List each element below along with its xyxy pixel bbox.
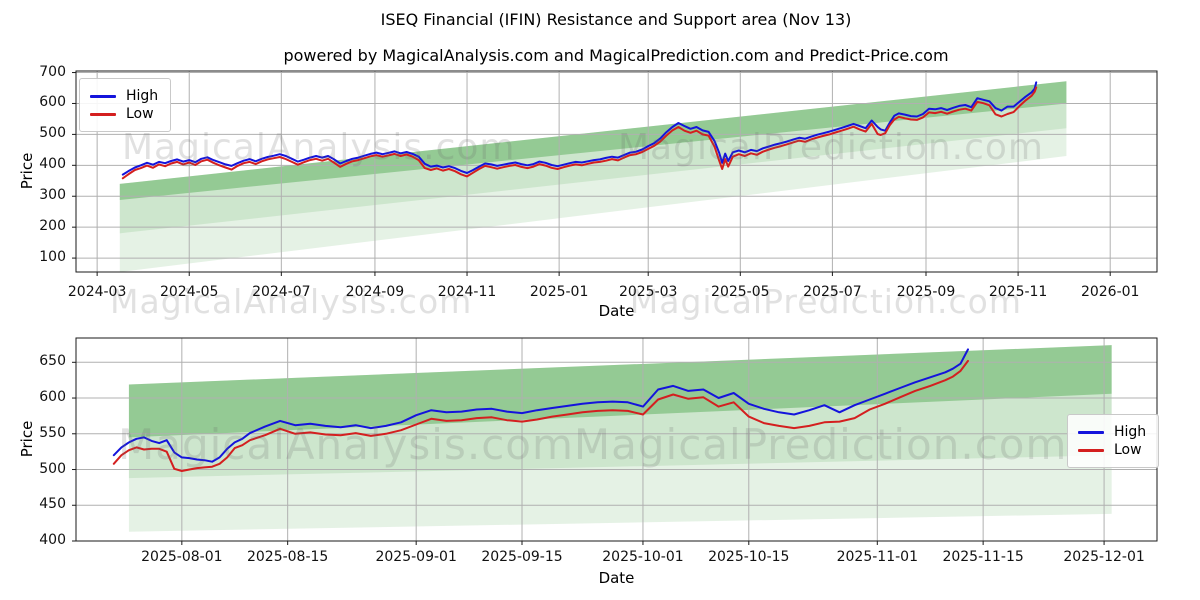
legend-entry-low: Low — [1078, 443, 1146, 457]
x-tick-label: 2025-10-15 — [708, 549, 790, 565]
legend-low-label: Low — [126, 106, 154, 122]
y-tick-label: 400 — [39, 156, 66, 173]
high-line-swatch-icon — [90, 94, 116, 98]
powered-by-subtitle: powered by MagicalAnalysis.com and Magic… — [283, 46, 949, 65]
x-tick-label: 2026-01 — [1080, 284, 1140, 300]
legend-high-label: High — [1114, 424, 1147, 440]
x-axis-label-bottom: Date — [598, 569, 635, 587]
y-tick-label: 200 — [39, 218, 66, 235]
high-line-swatch-icon — [1078, 430, 1104, 434]
plot-area-recent-zoom — [76, 338, 1157, 541]
low-series-line — [112, 359, 969, 472]
x-tick-label: 2024-03 — [67, 284, 127, 300]
x-tick-label: 2025-09-01 — [375, 549, 457, 565]
y-tick-label: 650 — [39, 353, 66, 370]
x-tick-label: 2025-11-15 — [942, 549, 1024, 565]
legend-low-label: Low — [1114, 442, 1142, 458]
x-tick-label: 2024-05 — [159, 284, 219, 300]
axes-frame — [75, 70, 1158, 273]
legend-entry-low: Low — [90, 107, 158, 121]
x-tick-label: 2025-01 — [529, 284, 589, 300]
y-tick-label: 550 — [39, 424, 66, 441]
x-tick-label: 2024-09 — [345, 284, 405, 300]
support-resistance-band — [119, 81, 1067, 234]
y-tick-label: 100 — [39, 249, 66, 266]
plot-area-full-history — [76, 71, 1157, 272]
y-tick-label: 500 — [39, 460, 66, 477]
x-tick-label: 2025-10-01 — [602, 549, 684, 565]
legend-high-label: High — [126, 88, 159, 104]
y-tick-label: 400 — [39, 532, 66, 548]
x-tick-label: 2025-05 — [711, 284, 770, 300]
support-resistance-band — [119, 81, 1067, 200]
x-tick-label: 2024-11 — [437, 284, 497, 300]
x-tick-label: 2025-11-01 — [836, 549, 918, 565]
legend-entry-high: High — [1078, 425, 1146, 439]
low-line-swatch-icon — [90, 112, 116, 116]
support-resistance-band — [119, 81, 1067, 272]
high-series-line — [121, 81, 1038, 176]
y-tick-label: 450 — [39, 496, 66, 513]
legend-bottom-chart: High Low — [1067, 414, 1160, 468]
legend-top-chart: High Low — [79, 78, 172, 132]
legend-entry-high: High — [90, 89, 158, 103]
y-tick-label: 500 — [39, 125, 66, 142]
x-tick-label: 2024-07 — [252, 284, 311, 300]
support-resistance-band — [128, 345, 1112, 438]
y-tick-label: 600 — [39, 389, 66, 406]
low-line-swatch-icon — [1078, 448, 1104, 452]
low-series-line — [121, 86, 1038, 180]
x-axis-label-top: Date — [598, 302, 635, 320]
x-tick-label: 2025-07 — [803, 284, 862, 300]
page-title: ISEQ Financial (IFIN) Resistance and Sup… — [380, 10, 852, 29]
x-tick-label: 2025-03 — [618, 284, 678, 300]
x-tick-label: 2025-09-15 — [481, 549, 563, 565]
x-tick-label: 2025-08-01 — [141, 549, 223, 565]
x-tick-label: 2025-11 — [988, 284, 1048, 300]
x-tick-label: 2025-12-01 — [1063, 549, 1145, 565]
y-tick-label: 700 — [39, 63, 66, 80]
x-tick-label: 2025-09 — [896, 284, 956, 300]
support-resistance-band — [128, 345, 1112, 479]
x-tick-label: 2025-08-15 — [246, 549, 329, 565]
y-tick-label: 600 — [39, 94, 66, 111]
support-resistance-band — [128, 345, 1112, 532]
y-tick-label: 300 — [39, 187, 66, 204]
high-series-line — [112, 348, 969, 463]
